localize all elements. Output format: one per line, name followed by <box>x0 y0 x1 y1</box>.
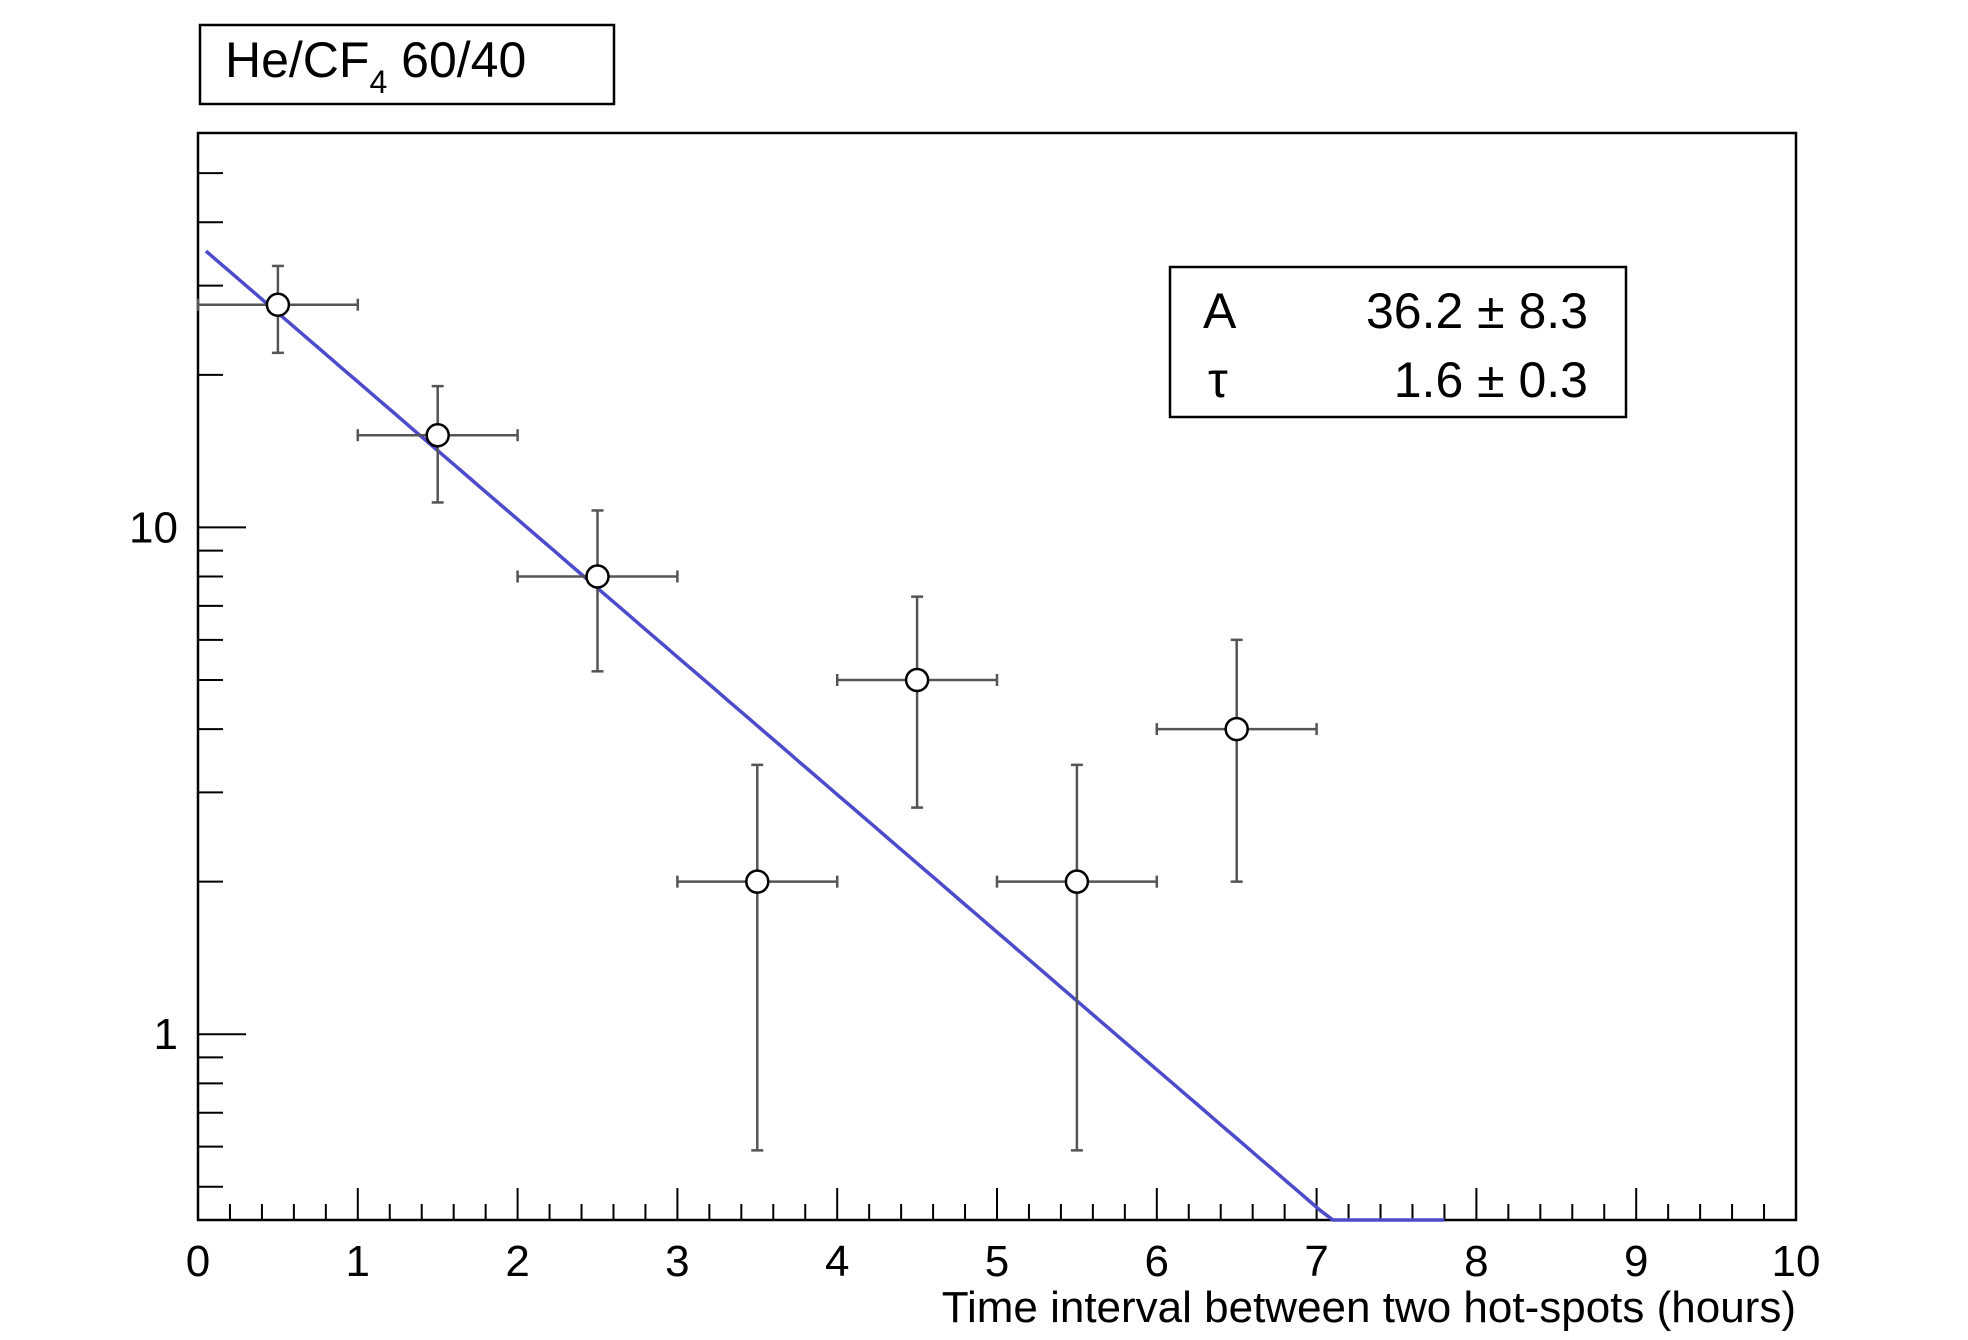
title-text: He/CF4 60/40 <box>225 32 526 100</box>
x-tick-label: 6 <box>1145 1237 1169 1286</box>
point-marker <box>1064 869 1090 894</box>
x-tick-label: 0 <box>186 1237 210 1286</box>
param-tau-value: 1.6 ± 0.3 <box>1394 352 1588 408</box>
data-point <box>516 509 679 673</box>
param-a-name: A <box>1203 283 1237 339</box>
y-tick-label: 10 <box>129 503 178 552</box>
y-axis-tick-labels: 1 10 <box>129 503 178 1059</box>
data-point <box>1155 638 1318 883</box>
chart-title: He/CF4 60/40 <box>198 23 616 106</box>
data-point <box>676 763 839 1152</box>
x-tick-label: 7 <box>1304 1237 1328 1286</box>
x-axis-title: Time interval between two hot-spots (hou… <box>942 1283 1796 1332</box>
y-tick-label: 1 <box>154 1010 178 1059</box>
x-axis-tick-labels: 0 1 2 3 4 5 6 7 8 9 10 <box>186 1237 1821 1286</box>
title-suffix: 60/40 <box>387 32 526 88</box>
y-axis-ticks <box>198 132 246 1188</box>
point-marker <box>265 292 291 317</box>
param-tau-name: τ <box>1208 352 1228 408</box>
point-marker <box>745 869 770 894</box>
title-subscript: 4 <box>369 64 387 100</box>
title-base: He/CF <box>225 32 369 88</box>
point-marker <box>425 422 450 448</box>
data-point <box>196 264 360 355</box>
point-marker <box>1224 716 1249 742</box>
data-point <box>995 763 1159 1152</box>
x-tick-label: 3 <box>665 1237 689 1286</box>
point-marker <box>585 564 610 589</box>
data-points <box>196 264 1318 1152</box>
x-tick-label: 1 <box>346 1237 370 1286</box>
x-axis-ticks <box>197 1188 1797 1220</box>
data-point <box>835 595 999 809</box>
x-tick-label: 2 <box>505 1237 529 1286</box>
fit-stats-box: A 36.2 ± 8.3 τ 1.6 ± 0.3 <box>1168 265 1628 419</box>
data-point <box>356 384 519 504</box>
fit-stats-frame <box>1168 265 1628 419</box>
title-box <box>198 23 616 106</box>
x-tick-label: 10 <box>1772 1237 1821 1286</box>
param-a-value: 36.2 ± 8.3 <box>1366 283 1588 339</box>
fit-line <box>204 249 1445 1222</box>
x-tick-label: 8 <box>1464 1237 1488 1286</box>
x-tick-label: 4 <box>825 1237 849 1286</box>
point-marker <box>904 667 930 693</box>
x-tick-label: 5 <box>985 1237 1009 1286</box>
x-tick-label: 9 <box>1624 1237 1648 1286</box>
